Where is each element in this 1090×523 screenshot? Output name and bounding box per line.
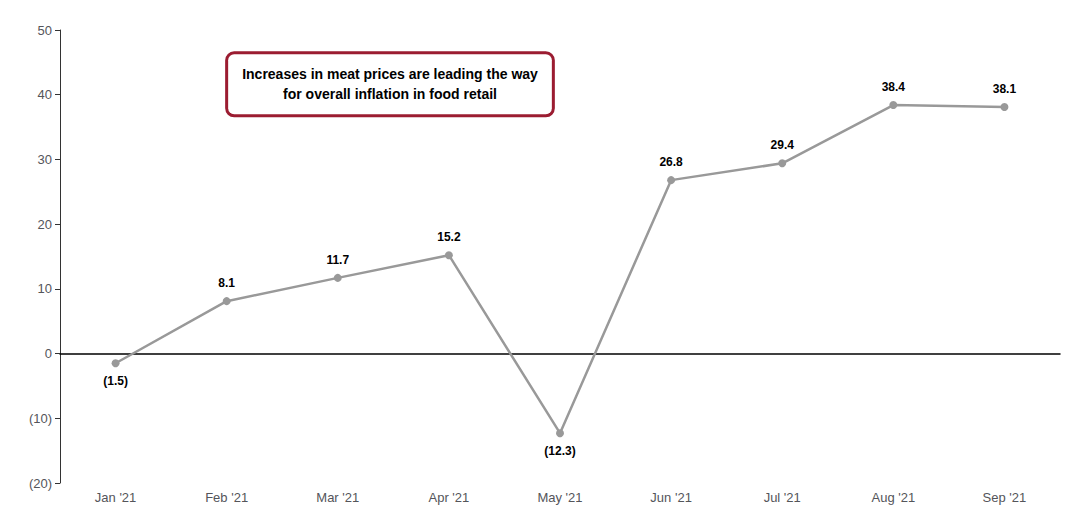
svg-text:15.2: 15.2 bbox=[437, 230, 461, 244]
svg-text:Jun '21: Jun '21 bbox=[650, 490, 692, 505]
svg-text:for overall inflation in food: for overall inflation in food retail bbox=[283, 86, 497, 102]
svg-text:8.1: 8.1 bbox=[218, 276, 235, 290]
svg-text:20: 20 bbox=[38, 217, 52, 232]
svg-text:Jan '21: Jan '21 bbox=[95, 490, 137, 505]
svg-text:May '21: May '21 bbox=[537, 490, 582, 505]
svg-text:Jul '21: Jul '21 bbox=[764, 490, 801, 505]
svg-text:Aug '21: Aug '21 bbox=[871, 490, 915, 505]
svg-text:0: 0 bbox=[45, 346, 52, 361]
svg-text:(20): (20) bbox=[29, 476, 52, 491]
svg-text:40: 40 bbox=[38, 87, 52, 102]
svg-text:50: 50 bbox=[38, 23, 52, 38]
svg-text:Sep '21: Sep '21 bbox=[983, 490, 1027, 505]
svg-text:(10): (10) bbox=[29, 411, 52, 426]
svg-text:38.1: 38.1 bbox=[993, 82, 1017, 96]
svg-text:Apr '21: Apr '21 bbox=[428, 490, 469, 505]
svg-text:11.7: 11.7 bbox=[326, 253, 349, 267]
svg-text:26.8: 26.8 bbox=[659, 155, 683, 169]
svg-text:Increases in meat prices are l: Increases in meat prices are leading the… bbox=[242, 66, 538, 82]
svg-text:Feb '21: Feb '21 bbox=[205, 490, 248, 505]
svg-text:38.4: 38.4 bbox=[882, 80, 906, 94]
svg-text:30: 30 bbox=[38, 152, 52, 167]
svg-text:(1.5): (1.5) bbox=[103, 374, 128, 388]
svg-text:Mar '21: Mar '21 bbox=[316, 490, 359, 505]
svg-text:10: 10 bbox=[38, 281, 52, 296]
svg-text:(12.3): (12.3) bbox=[544, 444, 575, 458]
svg-text:29.4: 29.4 bbox=[771, 138, 795, 152]
